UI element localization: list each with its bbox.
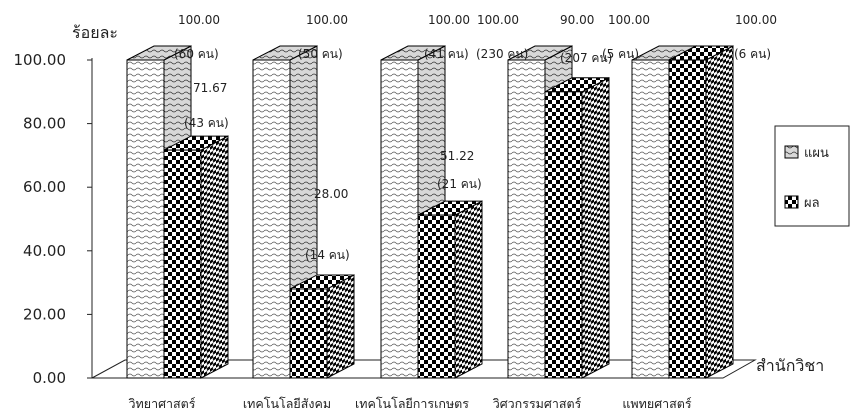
plan-count-label: (50 คน) xyxy=(298,47,343,61)
result-bar-front xyxy=(668,59,707,379)
result-bar-side xyxy=(454,200,483,379)
result-bar-front xyxy=(544,91,583,379)
plan-count-label: (5 คน) xyxy=(602,47,639,61)
plan-count-label: (41 คน) xyxy=(424,47,469,61)
y-tick-label: 60.00 xyxy=(23,178,66,196)
result-count-label: (43 คน) xyxy=(184,116,229,130)
y-tick-label: 0.00 xyxy=(33,369,66,387)
result-bar-side xyxy=(326,274,355,379)
category-label: เทคโนโลยีการเกษตร xyxy=(355,396,469,411)
result-value-label: 51.22 xyxy=(440,149,474,163)
result-bar-front xyxy=(163,149,202,379)
result-bar-side xyxy=(705,45,734,379)
result-value-label: 100.00 xyxy=(735,13,777,27)
plan-bar-front xyxy=(631,59,670,379)
plan-bar-front xyxy=(380,59,419,379)
result-count-label: (14 คน) xyxy=(305,248,350,262)
result-bar-side xyxy=(581,76,610,379)
legend-label-plan: แผน xyxy=(804,146,829,161)
plan-value-label: 100.00 xyxy=(477,13,519,27)
category-label: วิศวกรรมศาสตร์ xyxy=(493,396,582,411)
result-bar-side xyxy=(200,135,229,379)
plan-bar-front xyxy=(126,59,165,379)
result-bar xyxy=(289,274,355,379)
result-bar xyxy=(668,45,734,379)
result-value-label: 71.67 xyxy=(193,81,227,95)
plan-value-label: 100.00 xyxy=(306,13,348,27)
plan-value-label: 100.00 xyxy=(428,13,470,27)
plan-bar-front xyxy=(507,59,546,379)
legend-swatch-plan xyxy=(784,145,799,159)
result-bar xyxy=(544,76,610,379)
result-count-label: (6 คน) xyxy=(734,47,771,61)
legend-label-result: ผล xyxy=(804,196,820,211)
plan-bar-front xyxy=(252,59,291,379)
plan-count-label: (230 คน) xyxy=(476,47,528,61)
y-tick-label: 40.00 xyxy=(23,242,66,260)
result-count-label: (207 คน) xyxy=(560,51,612,65)
y-axis-ticks: 0.00 20.00 40.00 60.00 80.00 100.00 xyxy=(14,51,92,387)
result-bar xyxy=(163,135,229,379)
plan-value-label: 100.00 xyxy=(608,13,650,27)
category-label: แพทยศาสตร์ xyxy=(622,396,692,411)
result-bar-front xyxy=(289,288,328,379)
category-label: เทคโนโลยีสังคม xyxy=(243,396,331,411)
result-bar-front xyxy=(417,214,456,379)
legend: แผน ผล xyxy=(774,125,850,227)
result-value-label: 28.00 xyxy=(314,187,348,201)
category-labels: วิทยาศาสตร์ เทคโนโลยีสังคม เทคโนโลยีการเกษ… xyxy=(128,396,691,411)
result-value-label: 90.00 xyxy=(560,13,594,27)
result-bar xyxy=(417,200,483,379)
y-tick-label: 20.00 xyxy=(23,305,66,323)
legend-swatch-result xyxy=(784,195,799,209)
plan-count-label: (60 คน) xyxy=(174,47,219,61)
x-axis-title: สำนักวิชา xyxy=(756,356,824,375)
y-axis-title: ร้อยละ xyxy=(72,23,118,42)
y-tick-label: 80.00 xyxy=(23,115,66,133)
data-labels: 100.00 (60 คน) 100.00 (50 คน) 100.00 (41 คน) 1… xyxy=(174,13,777,262)
y-tick-label: 100.00 xyxy=(14,51,67,69)
result-count-label: (21 คน) xyxy=(437,177,482,191)
plan-value-label: 100.00 xyxy=(178,13,220,27)
category-label: วิทยาศาสตร์ xyxy=(128,396,195,411)
bar-group xyxy=(126,45,734,379)
